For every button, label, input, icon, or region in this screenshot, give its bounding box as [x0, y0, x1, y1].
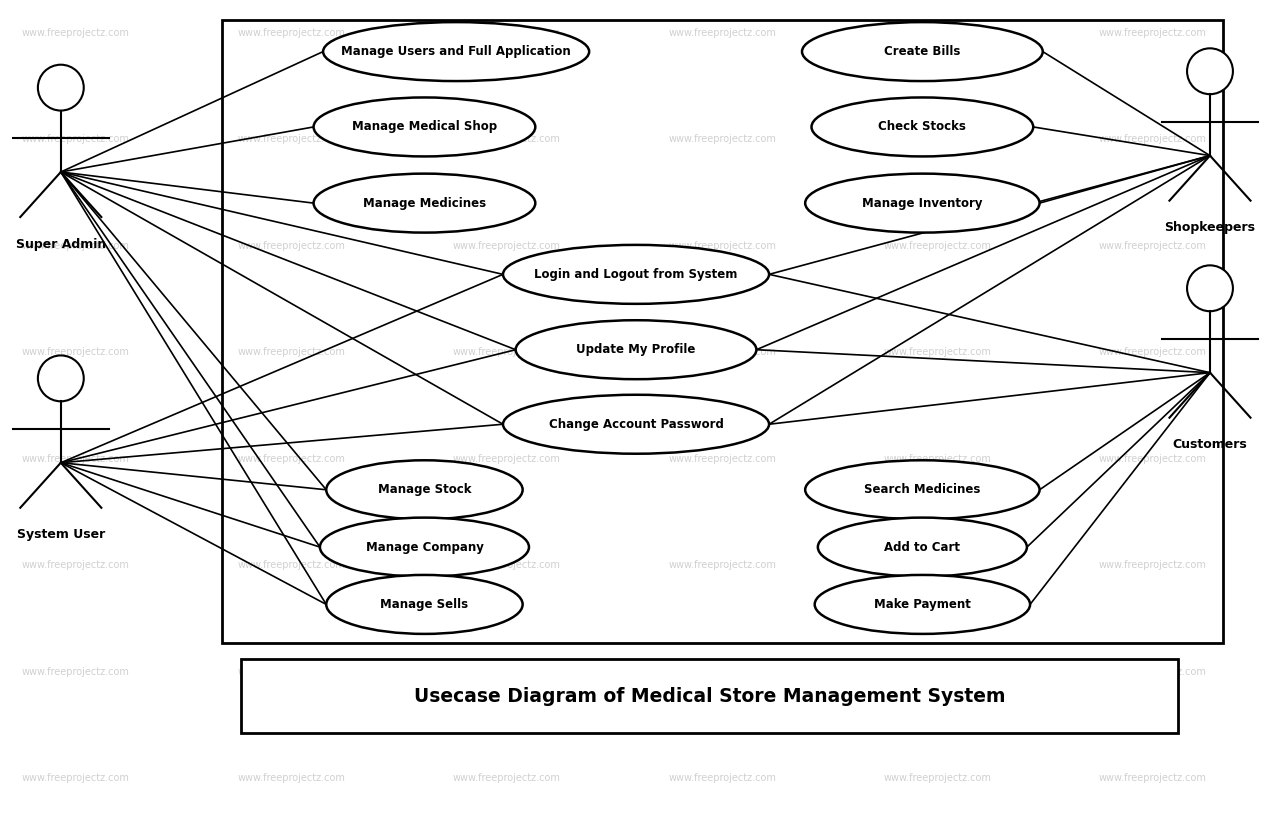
Ellipse shape [319, 518, 530, 577]
Text: www.freeprojectz.com: www.freeprojectz.com [452, 134, 561, 144]
Text: www.freeprojectz.com: www.freeprojectz.com [22, 347, 131, 357]
Text: www.freeprojectz.com: www.freeprojectz.com [883, 773, 992, 783]
Text: www.freeprojectz.com: www.freeprojectz.com [452, 560, 561, 570]
Ellipse shape [818, 518, 1026, 577]
Text: Check Stocks: Check Stocks [878, 120, 967, 133]
Text: www.freeprojectz.com: www.freeprojectz.com [668, 560, 777, 570]
FancyBboxPatch shape [241, 659, 1178, 733]
Text: Manage Stock: Manage Stock [378, 483, 471, 496]
Text: Super Admin: Super Admin [15, 238, 106, 251]
Text: www.freeprojectz.com: www.freeprojectz.com [1098, 134, 1207, 144]
Text: www.freeprojectz.com: www.freeprojectz.com [883, 241, 992, 251]
Text: www.freeprojectz.com: www.freeprojectz.com [452, 667, 561, 676]
Text: www.freeprojectz.com: www.freeprojectz.com [237, 241, 346, 251]
Text: www.freeprojectz.com: www.freeprojectz.com [22, 454, 131, 464]
Text: Customers: Customers [1173, 438, 1247, 451]
Text: Make Payment: Make Payment [874, 598, 971, 611]
Text: Login and Logout from System: Login and Logout from System [535, 268, 737, 281]
Ellipse shape [38, 355, 84, 401]
Text: Usecase Diagram of Medical Store Management System: Usecase Diagram of Medical Store Managem… [414, 686, 1005, 706]
Ellipse shape [314, 174, 535, 233]
Text: www.freeprojectz.com: www.freeprojectz.com [1098, 667, 1207, 676]
Text: www.freeprojectz.com: www.freeprojectz.com [1098, 241, 1207, 251]
Text: www.freeprojectz.com: www.freeprojectz.com [883, 667, 992, 676]
Ellipse shape [802, 22, 1043, 81]
Text: Manage Inventory: Manage Inventory [862, 197, 983, 210]
Text: www.freeprojectz.com: www.freeprojectz.com [22, 28, 131, 38]
Text: Create Bills: Create Bills [884, 45, 960, 58]
Text: www.freeprojectz.com: www.freeprojectz.com [452, 773, 561, 783]
Text: www.freeprojectz.com: www.freeprojectz.com [883, 134, 992, 144]
Text: www.freeprojectz.com: www.freeprojectz.com [22, 241, 131, 251]
Text: www.freeprojectz.com: www.freeprojectz.com [1098, 347, 1207, 357]
Ellipse shape [1187, 265, 1233, 311]
Text: www.freeprojectz.com: www.freeprojectz.com [668, 347, 777, 357]
Ellipse shape [503, 245, 769, 304]
Ellipse shape [806, 460, 1039, 519]
Text: www.freeprojectz.com: www.freeprojectz.com [668, 28, 777, 38]
Ellipse shape [1187, 48, 1233, 94]
Text: www.freeprojectz.com: www.freeprojectz.com [237, 560, 346, 570]
Ellipse shape [503, 395, 769, 454]
Text: Manage Medical Shop: Manage Medical Shop [352, 120, 497, 133]
Text: www.freeprojectz.com: www.freeprojectz.com [883, 347, 992, 357]
Text: www.freeprojectz.com: www.freeprojectz.com [1098, 454, 1207, 464]
Text: www.freeprojectz.com: www.freeprojectz.com [668, 134, 777, 144]
Text: www.freeprojectz.com: www.freeprojectz.com [237, 773, 346, 783]
Text: Manage Company: Manage Company [365, 541, 484, 554]
Text: www.freeprojectz.com: www.freeprojectz.com [22, 560, 131, 570]
Text: www.freeprojectz.com: www.freeprojectz.com [1098, 773, 1207, 783]
Ellipse shape [38, 65, 84, 111]
Text: www.freeprojectz.com: www.freeprojectz.com [883, 28, 992, 38]
Text: Manage Sells: Manage Sells [380, 598, 469, 611]
Text: Update My Profile: Update My Profile [576, 343, 696, 356]
Text: Shopkeepers: Shopkeepers [1164, 221, 1256, 234]
Text: www.freeprojectz.com: www.freeprojectz.com [668, 454, 777, 464]
Text: Add to Cart: Add to Cart [884, 541, 960, 554]
Ellipse shape [314, 97, 535, 156]
Ellipse shape [516, 320, 756, 379]
Text: www.freeprojectz.com: www.freeprojectz.com [668, 667, 777, 676]
Text: www.freeprojectz.com: www.freeprojectz.com [668, 773, 777, 783]
Text: www.freeprojectz.com: www.freeprojectz.com [668, 241, 777, 251]
Text: www.freeprojectz.com: www.freeprojectz.com [22, 667, 131, 676]
Text: www.freeprojectz.com: www.freeprojectz.com [452, 241, 561, 251]
Text: www.freeprojectz.com: www.freeprojectz.com [452, 454, 561, 464]
Text: Change Account Password: Change Account Password [549, 418, 723, 431]
Text: www.freeprojectz.com: www.freeprojectz.com [237, 454, 346, 464]
Text: www.freeprojectz.com: www.freeprojectz.com [1098, 560, 1207, 570]
Ellipse shape [812, 97, 1033, 156]
Text: Manage Medicines: Manage Medicines [362, 197, 487, 210]
Ellipse shape [327, 575, 523, 634]
Text: www.freeprojectz.com: www.freeprojectz.com [237, 667, 346, 676]
Text: www.freeprojectz.com: www.freeprojectz.com [1098, 28, 1207, 38]
Ellipse shape [323, 22, 589, 81]
Text: www.freeprojectz.com: www.freeprojectz.com [237, 347, 346, 357]
Text: www.freeprojectz.com: www.freeprojectz.com [237, 134, 346, 144]
Text: www.freeprojectz.com: www.freeprojectz.com [237, 28, 346, 38]
Ellipse shape [806, 174, 1039, 233]
Text: www.freeprojectz.com: www.freeprojectz.com [452, 28, 561, 38]
Text: Search Medicines: Search Medicines [864, 483, 981, 496]
Text: www.freeprojectz.com: www.freeprojectz.com [452, 347, 561, 357]
Text: www.freeprojectz.com: www.freeprojectz.com [22, 134, 131, 144]
Text: www.freeprojectz.com: www.freeprojectz.com [883, 560, 992, 570]
Text: Manage Users and Full Application: Manage Users and Full Application [341, 45, 571, 58]
Text: System User: System User [16, 528, 105, 541]
Ellipse shape [327, 460, 523, 519]
Text: www.freeprojectz.com: www.freeprojectz.com [22, 773, 131, 783]
Text: www.freeprojectz.com: www.freeprojectz.com [883, 454, 992, 464]
Ellipse shape [815, 575, 1030, 634]
